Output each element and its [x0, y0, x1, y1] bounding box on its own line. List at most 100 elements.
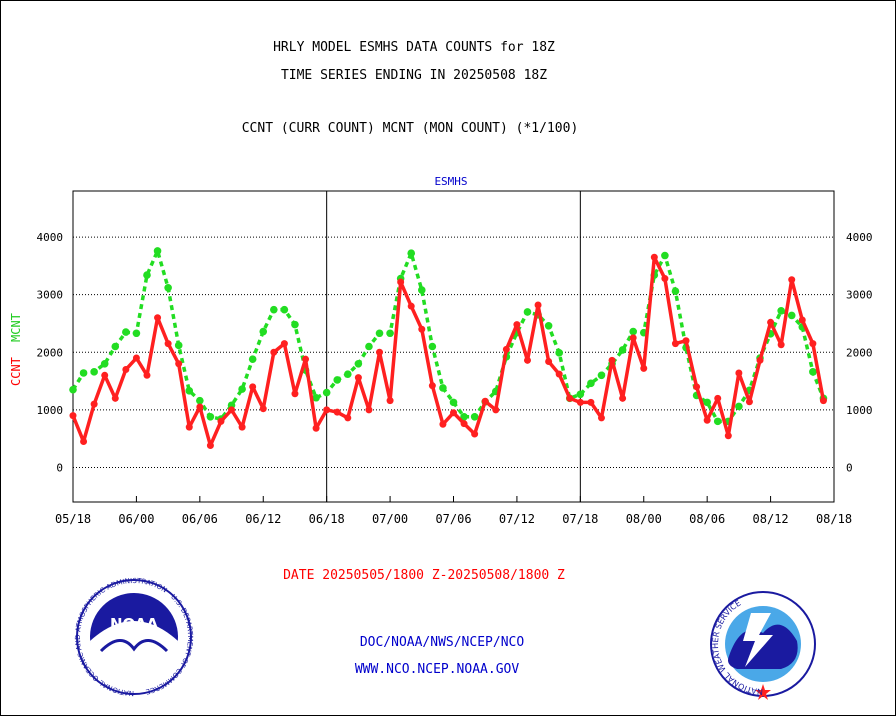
- data-point-mcnt: [111, 342, 120, 351]
- y-tick-label-left: 4000: [37, 231, 64, 244]
- data-point-ccnt: [259, 405, 267, 413]
- data-point-mcnt: [386, 329, 394, 338]
- data-point-ccnt: [682, 337, 690, 345]
- data-point-ccnt: [777, 341, 785, 349]
- data-point-ccnt: [819, 397, 827, 405]
- y-tick-label-right: 2000: [846, 346, 873, 359]
- data-point-mcnt: [100, 359, 109, 368]
- footer-url: WWW.NCO.NCEP.NOAA.GOV: [355, 662, 520, 677]
- data-point-ccnt: [745, 398, 753, 406]
- data-point-ccnt: [90, 400, 98, 408]
- data-point-mcnt: [344, 370, 352, 378]
- plot-border: [72, 190, 835, 503]
- y-tick-label-left: 3000: [37, 289, 64, 302]
- data-point-ccnt: [809, 340, 817, 348]
- data-point-mcnt: [661, 251, 669, 260]
- data-point-ccnt: [481, 397, 489, 405]
- x-tick-label: 08/00: [626, 512, 662, 526]
- data-point-ccnt: [703, 416, 711, 424]
- y-axis-label-mcnt: MCNT: [9, 313, 23, 342]
- data-point-ccnt: [418, 325, 426, 333]
- y-tick-label-right: 4000: [846, 231, 873, 244]
- y-tick-label-left: 2000: [37, 346, 64, 359]
- gridlines: [73, 236, 834, 468]
- data-point-mcnt: [79, 369, 88, 377]
- data-point-ccnt: [143, 371, 151, 379]
- x-tick-label: 06/18: [309, 512, 345, 526]
- noaa-logo: NOAA NATIONAL OCEANIC AND ATMOSPHERIC AD…: [74, 577, 194, 697]
- data-point-ccnt: [185, 423, 193, 431]
- y-tick-label-left: 1000: [37, 404, 64, 417]
- data-point-ccnt: [619, 394, 627, 402]
- data-point-ccnt: [587, 398, 595, 406]
- data-point-mcnt: [449, 398, 458, 407]
- data-point-mcnt: [185, 387, 194, 395]
- data-point-ccnt: [80, 438, 88, 446]
- data-point-ccnt: [228, 406, 236, 414]
- noaa-logo-text: NOAA: [110, 615, 159, 633]
- data-point-mcnt: [439, 384, 447, 392]
- data-point-mcnt: [206, 412, 215, 421]
- data-point-ccnt: [397, 278, 405, 286]
- data-point-ccnt: [460, 420, 468, 428]
- data-point-mcnt: [365, 342, 373, 351]
- data-point-ccnt: [365, 406, 373, 414]
- data-point-mcnt: [69, 385, 77, 394]
- data-point-mcnt: [777, 306, 785, 315]
- x-tick-label: 05/18: [55, 512, 91, 526]
- data-point-ccnt: [640, 364, 648, 372]
- data-point-ccnt: [555, 370, 563, 378]
- data-point-mcnt: [375, 329, 384, 338]
- data-point-ccnt: [164, 340, 172, 348]
- data-point-ccnt: [196, 403, 204, 411]
- data-point-ccnt: [576, 398, 584, 406]
- x-tick-label: 07/00: [372, 512, 408, 526]
- data-point-ccnt: [291, 390, 299, 398]
- data-point-mcnt: [809, 368, 817, 376]
- data-point-mcnt: [629, 327, 637, 336]
- data-point-mcnt: [291, 320, 299, 329]
- x-tick-label: 08/18: [816, 512, 852, 526]
- data-point-ccnt: [513, 321, 521, 329]
- data-point-ccnt: [407, 302, 415, 310]
- data-point-mcnt: [164, 283, 172, 292]
- data-point-ccnt: [206, 442, 214, 450]
- data-point-mcnt: [322, 388, 331, 397]
- series-layer: [69, 247, 828, 450]
- nws-logo: NATIONAL WEATHER SERVICE: [710, 591, 816, 700]
- x-tick-label: 07/18: [562, 512, 598, 526]
- data-point-mcnt: [122, 328, 130, 336]
- data-point-ccnt: [545, 357, 553, 365]
- data-point-ccnt: [671, 340, 679, 348]
- data-point-ccnt: [122, 366, 130, 374]
- data-point-mcnt: [354, 359, 363, 368]
- footer-org: DOC/NOAA/NWS/NCEP/NCO: [360, 635, 525, 650]
- x-tick-label: 07/06: [435, 512, 471, 526]
- data-point-mcnt: [312, 393, 320, 402]
- data-point-mcnt: [787, 311, 796, 320]
- data-point-mcnt: [238, 385, 246, 393]
- data-point-mcnt: [470, 412, 479, 421]
- data-point-ccnt: [608, 356, 616, 364]
- data-point-mcnt: [576, 390, 585, 399]
- data-point-ccnt: [376, 348, 384, 356]
- data-point-mcnt: [333, 376, 342, 384]
- data-point-ccnt: [566, 394, 574, 402]
- x-tick-label: 06/06: [182, 512, 218, 526]
- data-point-mcnt: [90, 368, 98, 376]
- data-point-mcnt: [587, 379, 595, 388]
- data-point-ccnt: [714, 394, 722, 402]
- data-point-ccnt: [69, 412, 77, 420]
- data-point-ccnt: [523, 356, 531, 364]
- data-point-ccnt: [798, 316, 806, 324]
- data-point-ccnt: [175, 360, 183, 368]
- y-axis-label-ccnt: CCNT: [9, 357, 23, 386]
- data-point-ccnt: [661, 275, 669, 283]
- data-point-mcnt: [671, 287, 680, 296]
- date-range: DATE 20250505/1800 Z-20250508/1800 Z: [283, 568, 565, 583]
- data-point-ccnt: [450, 409, 457, 417]
- data-point-mcnt: [618, 346, 627, 354]
- data-point-mcnt: [153, 247, 162, 255]
- data-point-mcnt: [143, 271, 151, 279]
